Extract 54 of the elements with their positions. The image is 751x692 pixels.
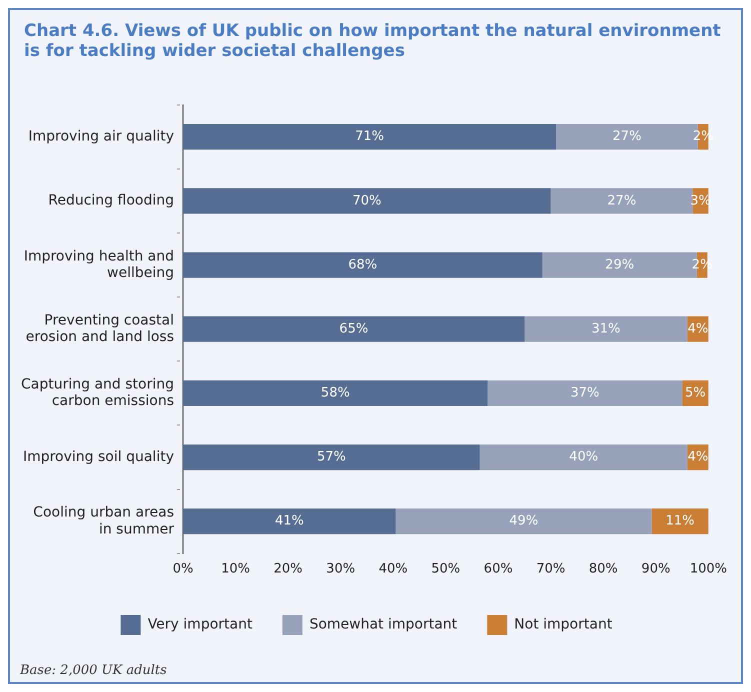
data-label: 29% bbox=[605, 257, 634, 272]
y-tick-label: Improving health and wellbeing bbox=[24, 248, 174, 282]
data-label: 70% bbox=[352, 193, 382, 208]
x-tick-label: 0% bbox=[172, 562, 194, 577]
bar bbox=[652, 508, 708, 534]
bar bbox=[183, 316, 525, 342]
y-tick-label: Reducing flooding bbox=[48, 192, 174, 209]
bar bbox=[396, 508, 652, 534]
y-tick-label: Preventing coastal erosion and land loss bbox=[26, 312, 174, 346]
data-label: 65% bbox=[339, 322, 368, 337]
data-label: 40% bbox=[569, 450, 598, 465]
data-label: 11% bbox=[666, 514, 694, 529]
x-tick-label: 30% bbox=[326, 562, 356, 577]
legend-label: Not important bbox=[514, 616, 613, 633]
data-label: 57% bbox=[316, 450, 346, 465]
data-label: 4% bbox=[688, 322, 708, 337]
data-label: 27% bbox=[607, 193, 636, 208]
x-tick-label: 70% bbox=[536, 562, 566, 577]
x-tick-label: 60% bbox=[484, 562, 513, 577]
bar bbox=[480, 444, 688, 470]
x-tick-label: 10% bbox=[221, 562, 250, 577]
data-label: 41% bbox=[274, 514, 304, 529]
x-tick-label: 50% bbox=[431, 562, 460, 577]
data-label: 37% bbox=[570, 386, 600, 401]
y-tick-label: Improving air quality bbox=[28, 128, 174, 145]
y-tick-label: Improving soil quality bbox=[22, 449, 174, 466]
bar bbox=[524, 316, 688, 342]
bar bbox=[550, 188, 693, 214]
bar bbox=[488, 380, 682, 406]
data-label: 58% bbox=[320, 386, 350, 401]
x-tick-label: 100% bbox=[690, 562, 728, 577]
data-label: 49% bbox=[509, 514, 538, 529]
legend-label: Somewhat important bbox=[309, 616, 458, 633]
x-tick-label: 90% bbox=[641, 562, 670, 577]
bar bbox=[183, 508, 396, 534]
bar bbox=[183, 444, 480, 470]
data-label: 27% bbox=[612, 129, 642, 144]
bar bbox=[183, 124, 556, 150]
bar bbox=[183, 380, 488, 406]
legend-label: Very important bbox=[148, 616, 253, 633]
y-tick-label: Capturing and storing carbon emissions bbox=[20, 376, 174, 410]
data-label: 68% bbox=[348, 257, 378, 272]
chart-title: Chart 4.6. Views of UK public on how important the natural environment is for tackling wider societal challenges bbox=[23, 20, 722, 62]
x-tick-label: 20% bbox=[274, 562, 303, 577]
x-tick-label: 80% bbox=[588, 562, 618, 577]
text: Base: 2,000 UK adults bbox=[20, 663, 167, 678]
y-tick-label: Cooling urban areas in summer bbox=[33, 504, 174, 538]
data-label: 4% bbox=[688, 450, 708, 465]
data-label: 5% bbox=[684, 386, 706, 401]
data-label: 31% bbox=[592, 322, 620, 337]
x-tick-label: 40% bbox=[378, 562, 408, 577]
data-label: 71% bbox=[355, 129, 384, 144]
bar bbox=[183, 252, 542, 278]
bar bbox=[183, 188, 551, 214]
